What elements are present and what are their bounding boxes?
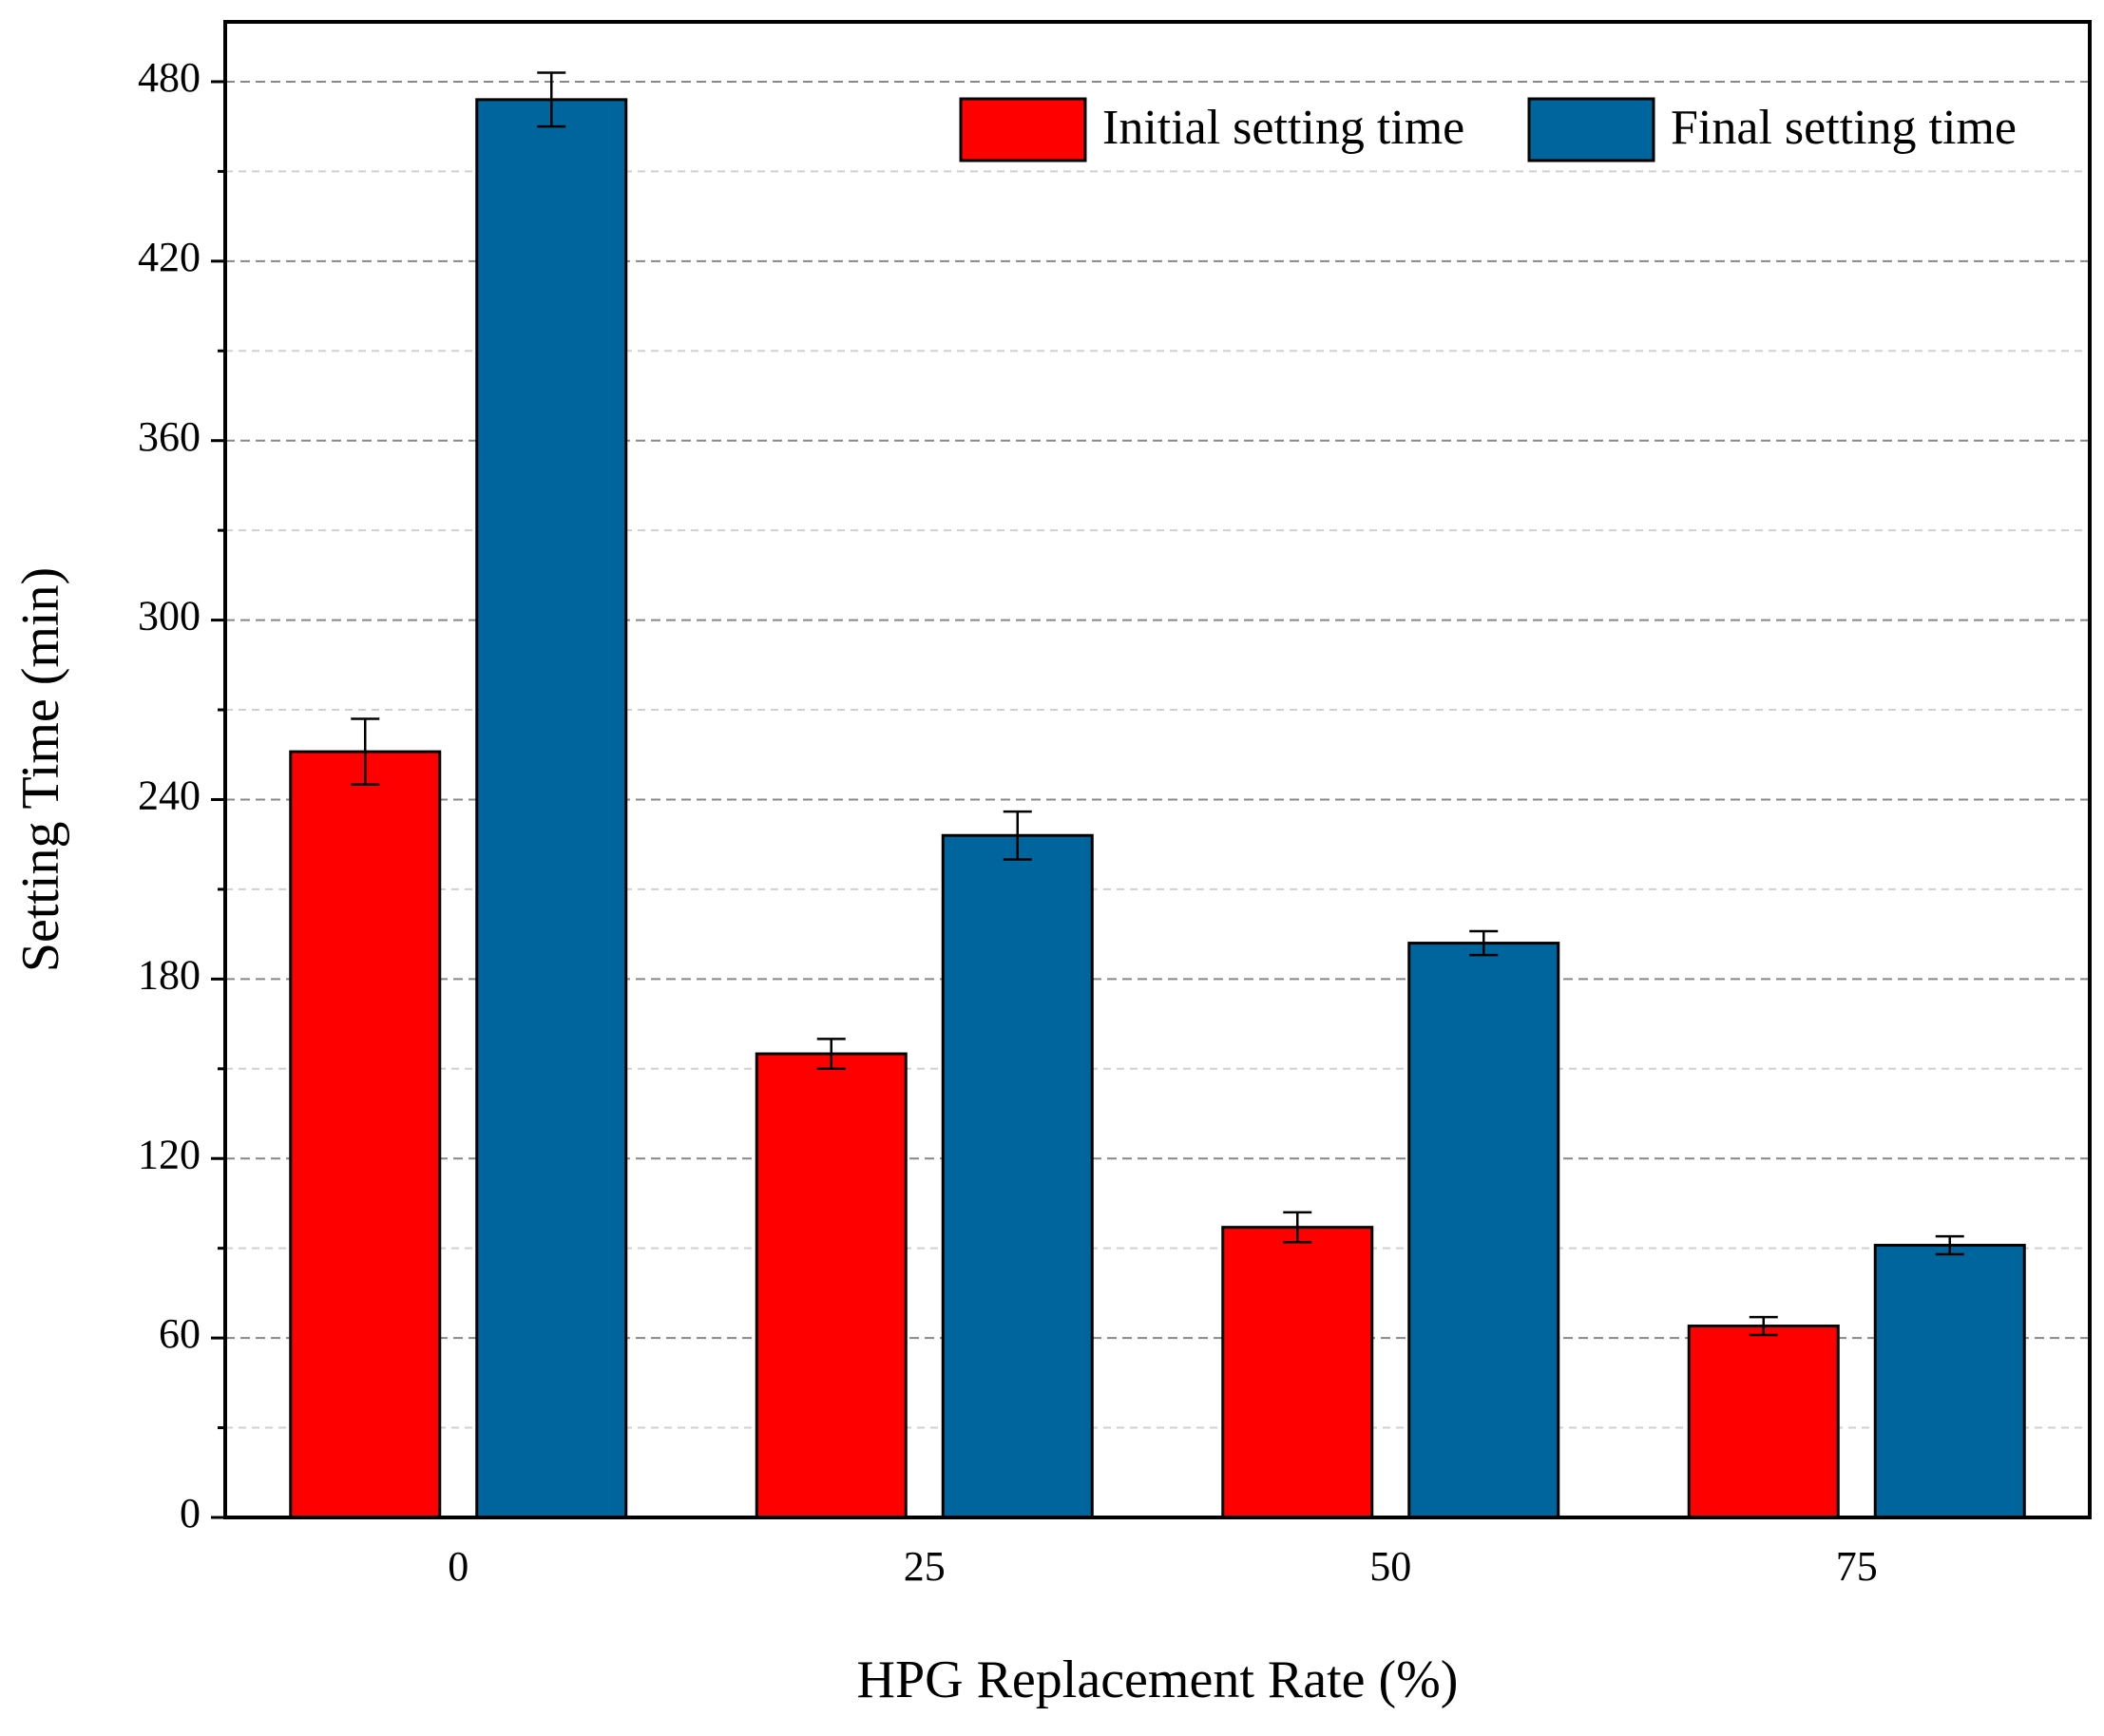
x-tick-label: 75 — [1836, 1543, 1878, 1590]
bar — [941, 833, 1094, 1519]
y-tick-label: 420 — [138, 234, 201, 280]
error-bar — [537, 71, 566, 128]
bar — [1221, 1226, 1374, 1519]
error-bar — [1469, 929, 1499, 957]
error-bar — [1283, 1211, 1312, 1244]
legend-swatch — [959, 97, 1087, 162]
y-axis-title: Setting Time (min) — [11, 567, 70, 972]
y-tick-label: 120 — [138, 1131, 201, 1177]
error-bar — [1749, 1315, 1778, 1337]
error-bar — [1935, 1234, 1964, 1256]
legend-label: Initial setting time — [1102, 101, 1464, 155]
y-tick-label: 360 — [138, 413, 201, 460]
error-bar — [351, 717, 380, 786]
x-tick-label: 0 — [448, 1543, 469, 1590]
bar — [475, 98, 628, 1519]
bar — [1407, 942, 1560, 1519]
x-axis-title: HPG Replacement Rate (%) — [857, 1650, 1459, 1709]
y-tick-label: 240 — [138, 773, 201, 819]
y-tick-label: 180 — [138, 951, 201, 998]
legend-swatch — [1527, 97, 1655, 162]
error-bar — [816, 1038, 846, 1071]
plot-frame — [223, 20, 2092, 1519]
bar — [289, 750, 442, 1519]
bar — [1873, 1244, 2026, 1519]
bar — [1687, 1325, 1840, 1519]
y-tick-label: 0 — [180, 1490, 201, 1536]
x-tick-label: 50 — [1369, 1543, 1411, 1590]
error-bar — [1003, 810, 1032, 861]
y-tick-label: 480 — [138, 54, 201, 101]
bar — [755, 1052, 908, 1519]
x-tick-label: 25 — [904, 1543, 946, 1590]
legend-label: Final setting time — [1671, 101, 2017, 155]
y-tick-label: 300 — [138, 593, 201, 639]
y-tick-label: 60 — [159, 1310, 201, 1357]
